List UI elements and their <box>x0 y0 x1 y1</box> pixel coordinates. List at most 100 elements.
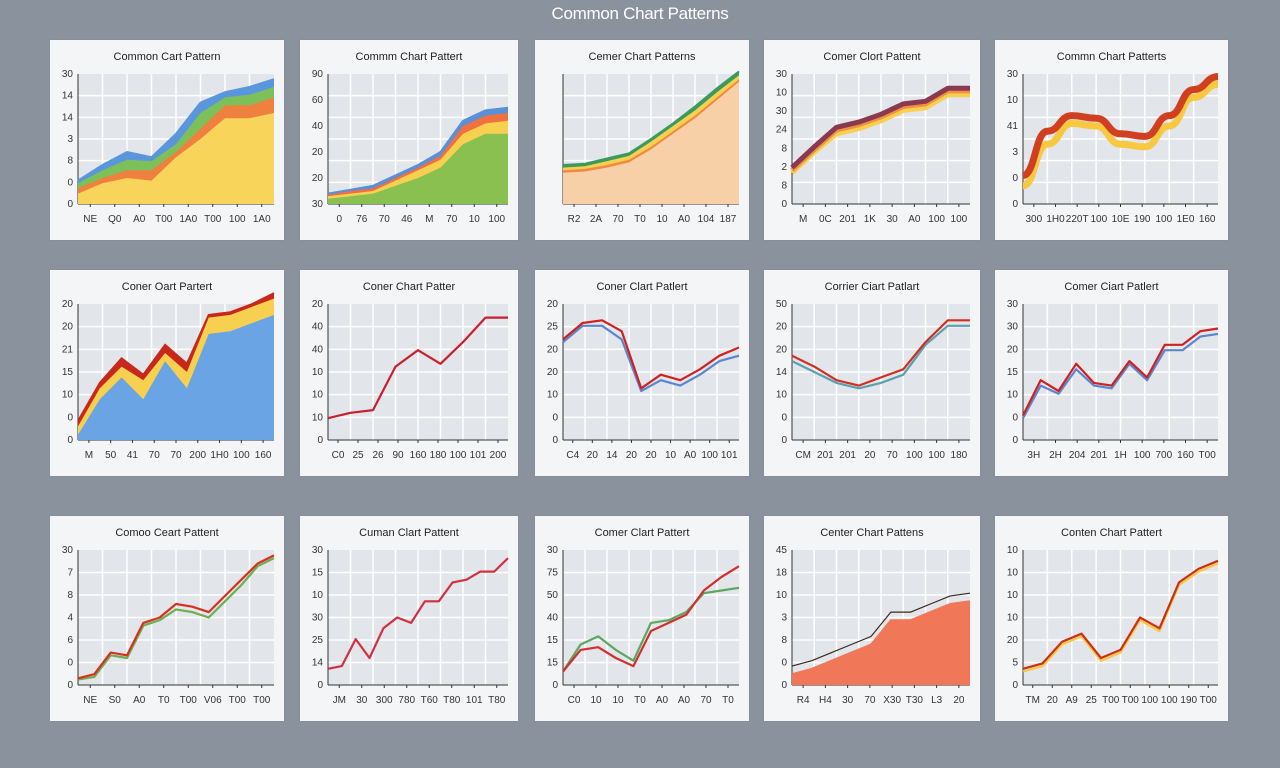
x-tick-label: JM <box>333 695 346 706</box>
x-tick-label: CM <box>795 450 811 461</box>
x-tick-label: C4 <box>566 450 579 461</box>
x-tick-label: T00 <box>1122 695 1140 706</box>
y-tick-label: 20 <box>1007 635 1019 646</box>
line-blue <box>562 324 740 393</box>
x-tick-label: T00 <box>1200 695 1218 706</box>
x-tick-label: 10 <box>656 214 668 225</box>
chart-title: Commn Chart Patterts <box>1057 51 1167 63</box>
x-tick-label: 100 <box>1161 695 1178 706</box>
x-tick-label: 26 <box>372 450 384 461</box>
y-tick-label: 20 <box>776 344 788 355</box>
y-tick-label: 0 <box>781 412 787 423</box>
x-tick-label: 101 <box>466 695 483 706</box>
y-tick-label: 10 <box>776 590 788 601</box>
x-tick-label: 180 <box>951 450 968 461</box>
x-tick-label: TM <box>1026 695 1040 706</box>
y-tick-label: 20 <box>312 173 324 184</box>
y-tick-label: 0 <box>67 658 73 669</box>
y-tick-label: 10 <box>312 390 324 401</box>
line-yellow <box>1021 80 1219 190</box>
chart-svg: Comoo Ceart Pattent 0 0 6 4 8 7 30 NE S0 A0 T0 T00 V0… <box>62 527 275 706</box>
chart-panel-2: Commm Chart Pattert 30 20 20 40 60 90 0 76 70 46 M 7… <box>300 40 518 240</box>
x-tick-label: 20 <box>1047 695 1059 706</box>
chart-svg: Coner Oart Partert 0 0 10 15 21 20 20 M 50 41 70 70 2… <box>62 281 275 461</box>
y-tick-label: 21 <box>62 344 74 355</box>
line-red <box>562 565 740 673</box>
y-tick-label: 4 <box>67 613 73 624</box>
x-tick-label: 1A0 <box>253 214 271 225</box>
x-tick-label: 300 <box>1025 214 1042 225</box>
line-red <box>77 292 275 422</box>
y-tick-label: 3 <box>781 613 787 624</box>
y-tick-label: 8 <box>67 590 73 601</box>
chart-svg: Coner Chart Patter 0 10 10 10 40 40 20 C0 25 26 90 1… <box>312 281 508 461</box>
x-tick-label: 25 <box>1086 695 1098 706</box>
y-tick-label: 41 <box>1007 121 1019 132</box>
chart-title: Cuman Clart Pattent <box>359 527 459 539</box>
y-tick-label: 50 <box>547 590 559 601</box>
x-tick-label: T0 <box>158 695 170 706</box>
x-tick-label: T00 <box>180 695 198 706</box>
x-tick-label: 10 <box>612 695 624 706</box>
x-tick-label: 201 <box>1090 450 1107 461</box>
chart-svg: Comer Clart Pattert 0 15 15 40 50 75 30 C0 10 10 T0… <box>547 527 740 706</box>
chart-panel-3: Cemer Chart Patterns R2 2A 70 T0 10 A0 104 187 <box>535 40 749 240</box>
y-tick-label: 0 <box>67 412 73 423</box>
line-red <box>791 319 970 387</box>
chart-svg: Common Cart Pattern 0 0 8 3 14 14 30 NE Q0 A0 T00 1A… <box>62 51 275 225</box>
area-yellow <box>78 113 274 204</box>
x-tick-label: T0 <box>634 695 646 706</box>
x-tick-label: 70 <box>446 214 458 225</box>
chart-panel-10: Comer Ciart Patlert 0 0 10 15 20 30 30 3H 2H 204 20… <box>995 270 1228 476</box>
x-tick-label: T00 <box>229 695 247 706</box>
y-tick-label: 0 <box>67 680 73 691</box>
x-tick-label: 180 <box>430 450 447 461</box>
y-tick-label: 45 <box>776 545 788 556</box>
x-tick-label: H4 <box>819 695 832 706</box>
x-tick-label: 10 <box>665 450 677 461</box>
line-edge <box>791 87 970 169</box>
x-tick-label: A9 <box>1066 695 1079 706</box>
chart-title: Conten Chart Pattert <box>1061 527 1162 539</box>
line-red <box>1022 327 1219 416</box>
x-tick-label: 1E0 <box>1177 214 1195 225</box>
chart-svg: Center Chart Pattens 0 0 8 3 10 18 45 R4 H4 30 70 X3… <box>776 527 971 706</box>
y-tick-label: 24 <box>776 125 788 136</box>
x-tick-label: X30 <box>883 695 901 706</box>
x-tick-label: T00 <box>204 214 222 225</box>
y-tick-label: 10 <box>776 88 788 99</box>
line-red <box>1022 559 1219 670</box>
y-tick-label: 10 <box>62 390 74 401</box>
chart-title: Coner Clart Patlert <box>596 281 687 293</box>
x-tick-label: 76 <box>356 214 368 225</box>
y-tick-label: 10 <box>1007 613 1019 624</box>
y-tick-label: 0 <box>1012 412 1018 423</box>
y-tick-label: 0 <box>1012 680 1018 691</box>
x-tick-label: 100 <box>450 450 467 461</box>
x-tick-label: 46 <box>401 214 413 225</box>
chart-panel-4: Comer Clort Pattent 0 8 2 8 24 30 10 30 M 0C 201 1K 3… <box>764 40 980 240</box>
x-tick-label: R4 <box>797 695 810 706</box>
x-tick-label: 70 <box>149 450 161 461</box>
x-tick-label: 100 <box>1090 214 1107 225</box>
x-tick-label: 100 <box>701 450 718 461</box>
line-teal <box>791 324 970 390</box>
y-tick-label: 8 <box>67 156 73 167</box>
y-tick-label: 30 <box>62 69 74 80</box>
y-tick-label: 20 <box>776 322 788 333</box>
y-tick-label: 30 <box>547 545 559 556</box>
x-tick-label: M <box>425 214 433 225</box>
x-tick-label: 2H <box>1049 450 1062 461</box>
x-tick-label: 10E <box>1112 214 1130 225</box>
chart-svg: Commm Chart Pattert 30 20 20 40 60 90 0 76 70 46 M 7… <box>312 51 509 225</box>
line-green <box>77 557 275 681</box>
x-tick-label: T0 <box>634 214 646 225</box>
x-tick-label: T00 <box>253 695 271 706</box>
x-tick-label: 70 <box>700 695 712 706</box>
chart-title: Coner Chart Patter <box>363 281 456 293</box>
chart-title: Coner Oart Partert <box>122 281 212 293</box>
x-tick-label: T60 <box>421 695 439 706</box>
x-tick-label: 160 <box>1199 214 1216 225</box>
x-tick-label: A0 <box>678 695 691 706</box>
